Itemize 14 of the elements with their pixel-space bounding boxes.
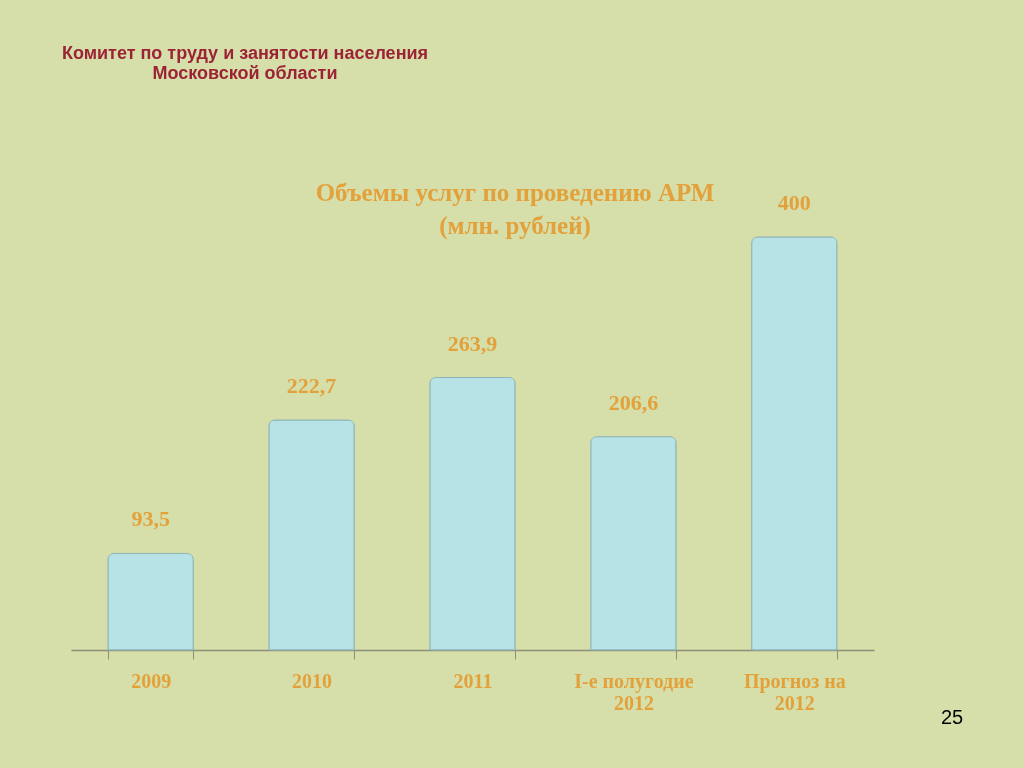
data-label: 263,9: [447, 330, 498, 356]
text: 25: [940, 706, 964, 728]
text: Комитет по труду и занятости населения Московской области: [61, 43, 429, 83]
x-tick-label: Прогноз на 2012: [743, 669, 846, 714]
x-tick-label: 2009: [131, 669, 172, 692]
data-label: 206,6: [608, 389, 659, 415]
x-tick-label: 2010: [292, 669, 333, 692]
data-label: 400: [777, 190, 811, 215]
x-tick-label: I-е полугодие 2012: [574, 669, 694, 714]
x-tick-label: 2011: [453, 669, 493, 692]
data-label: 93,5: [131, 506, 170, 532]
data-label: 222,7: [286, 373, 337, 399]
chart-subtitle: (млн. рублей): [439, 212, 591, 240]
chart-title: Объемы услуг по проведению АРМ: [315, 179, 715, 206]
